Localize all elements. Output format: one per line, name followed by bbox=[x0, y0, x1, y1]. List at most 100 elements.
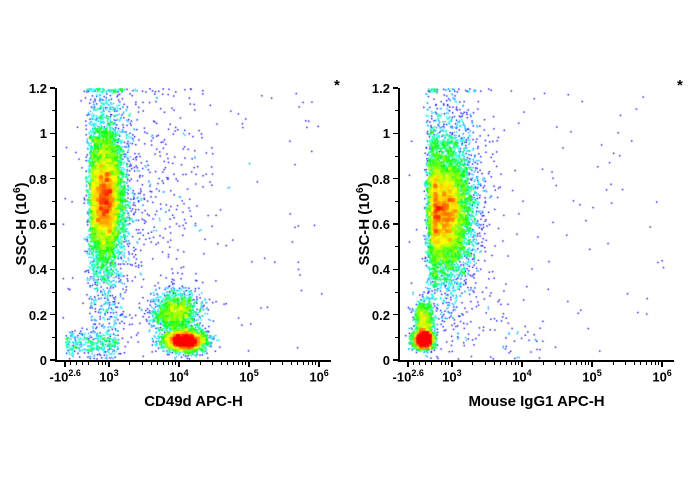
y-minor-tick bbox=[52, 155, 55, 157]
x-minor-tick bbox=[563, 362, 565, 365]
x-tick bbox=[451, 362, 453, 367]
x-minor-tick bbox=[588, 362, 590, 365]
x-minor-tick bbox=[640, 362, 642, 365]
x-minor-tick bbox=[307, 362, 309, 365]
x-minor-tick bbox=[646, 362, 648, 365]
x-axis-line bbox=[55, 360, 331, 362]
x-minor-tick bbox=[633, 362, 635, 365]
plot-annotation-asterisk: * bbox=[677, 77, 683, 94]
x-minor-tick bbox=[290, 362, 292, 365]
x-tick-label: 105 bbox=[582, 368, 602, 385]
y-tick bbox=[50, 359, 55, 361]
y-tick-label: 0.4 bbox=[371, 262, 390, 278]
x-minor-tick bbox=[424, 362, 426, 365]
x-minor-tick bbox=[303, 362, 305, 365]
x-minor-tick bbox=[150, 362, 152, 365]
x-tick bbox=[661, 362, 663, 367]
x-tick-label: 104 bbox=[169, 368, 189, 385]
y-axis-title: SSC-H (106) bbox=[12, 182, 30, 266]
x-minor-tick bbox=[97, 362, 99, 365]
x-minor-tick bbox=[171, 362, 173, 365]
x-minor-tick bbox=[505, 362, 507, 365]
y-tick-label: 1 bbox=[382, 126, 390, 142]
y-minor-tick bbox=[395, 110, 398, 112]
x-minor-tick bbox=[232, 362, 234, 365]
x-tick-label: 104 bbox=[512, 368, 532, 385]
x-minor-tick bbox=[87, 362, 89, 365]
x-minor-tick bbox=[444, 362, 446, 365]
x-minor-tick bbox=[624, 362, 626, 365]
x-minor-tick bbox=[430, 362, 432, 365]
x-minor-tick bbox=[76, 362, 78, 365]
y-tick bbox=[50, 132, 55, 135]
x-minor-tick bbox=[518, 362, 520, 365]
y-minor-tick bbox=[395, 291, 398, 293]
y-tick bbox=[50, 87, 55, 89]
plot-panel-cd49d: -102.6 103 104 105 106 0 0.2 0.4 0.6 0.8 1 1.2 CD49d… bbox=[12, 77, 340, 409]
x-tick bbox=[178, 362, 180, 367]
x-axis-line bbox=[398, 360, 674, 362]
x-minor-tick bbox=[162, 362, 164, 365]
x-minor-tick bbox=[245, 362, 247, 365]
y-tick-label: 0.6 bbox=[371, 217, 390, 232]
y-tick bbox=[393, 87, 398, 89]
x-minor-tick bbox=[584, 362, 586, 365]
x-minor-tick bbox=[493, 362, 495, 365]
x-minor-tick bbox=[419, 362, 421, 365]
y-tick-label: 1.2 bbox=[371, 81, 390, 96]
y-tick-label: 0.2 bbox=[371, 307, 390, 323]
x-minor-tick bbox=[237, 362, 239, 365]
x-minor-tick bbox=[220, 362, 222, 365]
y-minor-tick bbox=[395, 155, 398, 157]
x-minor-tick bbox=[227, 362, 229, 365]
y-tick bbox=[50, 223, 55, 225]
x-tick bbox=[591, 362, 593, 367]
x-minor-tick bbox=[141, 362, 143, 365]
y-tick-label: 0.4 bbox=[28, 262, 47, 278]
x-tick-label: -102.6 bbox=[392, 368, 424, 385]
x-minor-tick bbox=[570, 362, 572, 365]
y-tick bbox=[393, 359, 398, 361]
y-minor-tick bbox=[52, 291, 55, 293]
x-minor-tick bbox=[542, 362, 544, 365]
y-tick-label: 0.8 bbox=[371, 171, 390, 187]
y-axis-title: SSC-H (106) bbox=[355, 182, 373, 266]
x-minor-tick bbox=[281, 362, 283, 365]
x-tick bbox=[108, 362, 110, 367]
y-tick-label: 0.2 bbox=[28, 307, 47, 323]
x-tick bbox=[407, 362, 409, 367]
y-minor-tick bbox=[52, 110, 55, 112]
y-tick bbox=[393, 268, 398, 271]
x-minor-tick bbox=[612, 362, 614, 365]
x-minor-tick bbox=[575, 362, 577, 365]
x-minor-tick bbox=[484, 362, 486, 365]
y-tick bbox=[393, 223, 398, 225]
x-tick-label: 106 bbox=[309, 368, 329, 385]
x-tick bbox=[248, 362, 250, 367]
y-tick bbox=[50, 313, 55, 316]
x-minor-tick bbox=[440, 362, 442, 365]
x-minor-tick bbox=[101, 362, 103, 365]
x-minor-tick bbox=[311, 362, 313, 365]
y-minor-tick bbox=[52, 336, 55, 338]
x-minor-tick bbox=[211, 362, 213, 365]
plot-annotation-asterisk: * bbox=[334, 77, 340, 94]
x-tick-label: 103 bbox=[442, 368, 462, 385]
y-minor-tick bbox=[52, 200, 55, 202]
x-minor-tick bbox=[514, 362, 516, 365]
y-tick-label: 0 bbox=[382, 353, 390, 368]
x-minor-tick bbox=[70, 362, 72, 365]
x-minor-tick bbox=[167, 362, 169, 365]
scatter-canvas bbox=[400, 88, 673, 360]
x-minor-tick bbox=[472, 362, 474, 365]
x-axis-title: Mouse IgG1 APC-H bbox=[468, 393, 605, 410]
y-tick-label: 0.6 bbox=[28, 217, 47, 232]
x-minor-tick bbox=[269, 362, 271, 365]
x-tick-label: 103 bbox=[99, 368, 119, 385]
x-minor-tick bbox=[448, 362, 450, 365]
x-minor-tick bbox=[241, 362, 243, 365]
x-minor-tick bbox=[500, 362, 502, 365]
x-tick-label: 106 bbox=[652, 368, 672, 385]
y-minor-tick bbox=[395, 246, 398, 248]
